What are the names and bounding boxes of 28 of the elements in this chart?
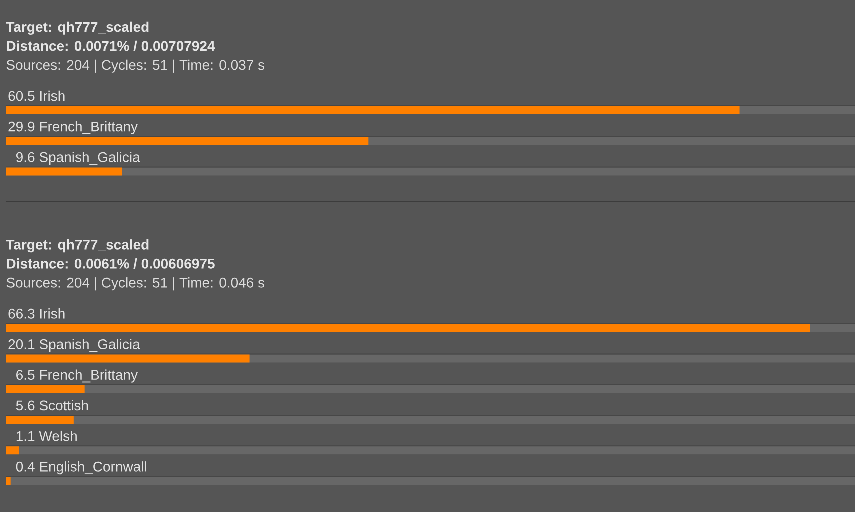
y-tick-label: Irish [40,308,65,319]
data-label: 5.6 [16,400,35,411]
bar [6,385,85,394]
data-label: 29.9 [8,122,35,132]
y-tick-label: Scottish [40,400,88,411]
source-note: Sources: 204 | Cycles: 51 | Time: 0.046 s [6,278,265,291]
bar [6,416,74,424]
data-label: 66.3 [8,308,35,319]
data-label: 20.1 [8,340,35,350]
y-tick-label: French_Brittany [40,121,138,135]
y-tick-label: Spanish_Galicia [40,152,140,166]
y-tick-label: French_Brittany [40,370,138,383]
y-tick-label: English_Cornwall [40,462,146,475]
data-label: 1.1 [16,431,35,442]
chart-title: Target: qh777_scaled [6,240,149,253]
chart-subtitle: Distance: 0.0061% / 0.00606975 [7,258,215,269]
source-note: Sources: 204 | Cycles: 51 | Time: 0.037 s [6,60,265,73]
bar [6,477,11,486]
data-label: 0.4 [16,462,35,472]
data-label: 60.5 [8,91,35,102]
data-label: 6.5 [16,370,35,380]
y-tick-label: Irish [40,90,65,102]
y-tick-label: Spanish_Galicia [40,339,140,352]
chart-subtitle: Distance: 0.0071% / 0.00707924 [7,40,216,52]
bar [6,446,20,455]
chart-title: Target: qh777_scaled [6,22,149,35]
data-label: 9.6 [16,152,35,162]
y-tick-label: Welsh [39,430,77,442]
